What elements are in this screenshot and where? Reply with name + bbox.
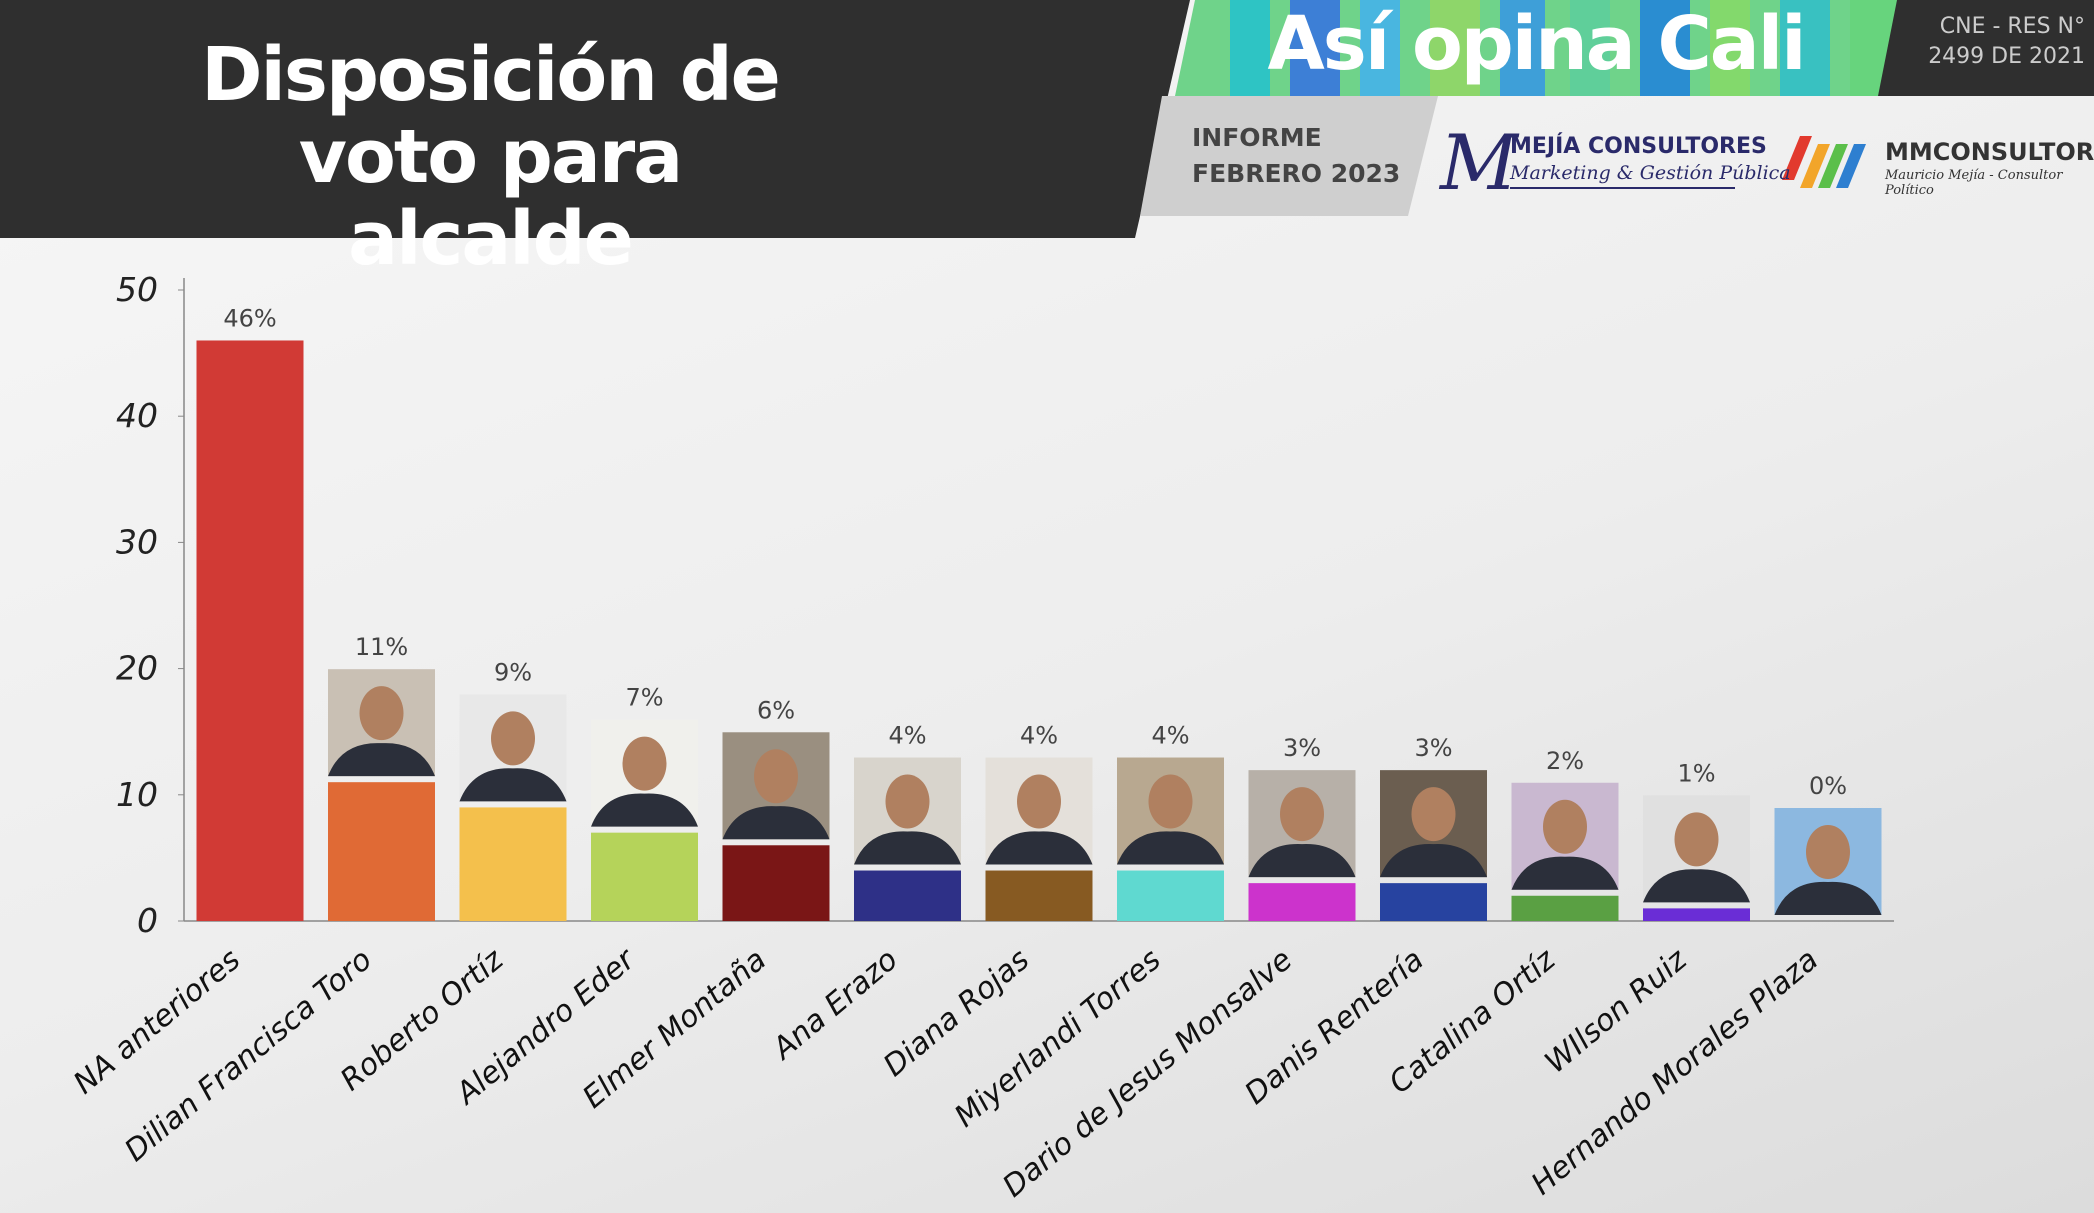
value-label: 3%: [1414, 734, 1452, 762]
candidate-photo: [459, 694, 567, 802]
photo-shoulders: [1774, 881, 1882, 915]
candidate-photo: [1511, 782, 1619, 890]
registry: CNE - RES N° 2499 DE 2021: [1928, 14, 2085, 69]
y-tick-label: 40: [116, 396, 158, 435]
y-tick-label: 20: [116, 649, 158, 688]
value-label: 0%: [1809, 772, 1847, 800]
chart-title: Disposición de voto para alcalde: [201, 32, 781, 282]
x-tick-label: Ana Erazo: [765, 942, 905, 1067]
bar: [854, 870, 961, 921]
bar: [722, 845, 830, 921]
bar: [459, 807, 567, 921]
photo-head: [622, 736, 667, 791]
logo2-icon: [1782, 136, 1866, 188]
photo-head: [1543, 799, 1587, 854]
registry-box: [1878, 0, 2094, 96]
value-label: 2%: [1546, 747, 1584, 775]
photo-shoulders: [722, 806, 830, 840]
photo-head: [754, 749, 798, 804]
bar: [328, 782, 435, 921]
bar: [1511, 895, 1619, 921]
bar: [196, 340, 304, 922]
photo-shoulders: [1117, 831, 1224, 865]
photo-head: [885, 774, 930, 829]
candidate-photo: [1248, 770, 1356, 878]
candidate-photo: [854, 757, 961, 865]
value-label: 1%: [1677, 759, 1715, 787]
photo-head: [1411, 787, 1456, 842]
logo2-tagline: Mauricio Mejía - Consultor Político: [1885, 168, 2063, 198]
logo1-name: MEJÍA CONSULTORES: [1510, 134, 1767, 159]
candidate-photo: [1117, 757, 1224, 865]
bar: [591, 832, 698, 921]
bar: [1248, 883, 1356, 921]
value-label: 4%: [1151, 722, 1189, 750]
bar: [1643, 908, 1750, 921]
value-label: 11%: [355, 633, 408, 661]
value-label: 46%: [223, 304, 276, 332]
logo1-mark: M: [1440, 118, 1518, 207]
brand-stripes: [1175, 0, 1900, 96]
candidate-photo: [1380, 770, 1487, 878]
y-tick-label: 30: [116, 522, 158, 561]
value-label: 4%: [888, 722, 926, 750]
photo-head: [359, 686, 404, 741]
value-label: 3%: [1283, 734, 1321, 762]
x-tick-label: Dilian Francisca Toro: [118, 942, 378, 1168]
y-tick-label: 0: [137, 901, 158, 940]
photo-head: [1674, 812, 1719, 867]
value-label: 6%: [757, 696, 795, 724]
candidate-photo: [985, 757, 1093, 865]
y-tick-label: 10: [116, 775, 158, 814]
bar: [1380, 883, 1487, 921]
candidate-photo: [1774, 808, 1882, 915]
y-tick-label: 50: [116, 270, 158, 309]
photo-shoulders: [1643, 869, 1750, 903]
candidate-photo: [1643, 795, 1750, 903]
report-box: [1140, 96, 1438, 216]
value-label: 9%: [494, 658, 532, 686]
photo-shoulders: [591, 793, 698, 827]
report: INFORME FEBRERO 2023: [1192, 123, 1401, 188]
photo-head: [1280, 787, 1324, 842]
photo-head: [1017, 774, 1061, 829]
bar: [985, 870, 1093, 921]
logo2-name: MMCONSULTOR: [1885, 138, 2094, 166]
photo-shoulders: [459, 768, 567, 802]
photo-head: [491, 711, 535, 766]
brand: Así opina Cali: [1267, 1, 1807, 87]
photo-shoulders: [854, 831, 961, 865]
value-label: 4%: [1020, 722, 1058, 750]
photo-head: [1148, 774, 1193, 829]
photo-shoulders: [328, 743, 435, 777]
photo-shoulders: [1380, 844, 1487, 878]
bar: [1117, 870, 1224, 921]
photo-shoulders: [985, 831, 1093, 865]
value-label: 7%: [625, 684, 663, 712]
candidate-photo: [328, 669, 435, 777]
photo-shoulders: [1511, 856, 1619, 890]
logo1-tagline: Marketing & Gestión Pública: [1510, 162, 1791, 184]
photo-shoulders: [1248, 844, 1356, 878]
candidate-photo: [591, 719, 698, 827]
photo-head: [1806, 825, 1850, 879]
title-band: [0, 0, 1190, 238]
candidate-photo: [722, 732, 830, 840]
